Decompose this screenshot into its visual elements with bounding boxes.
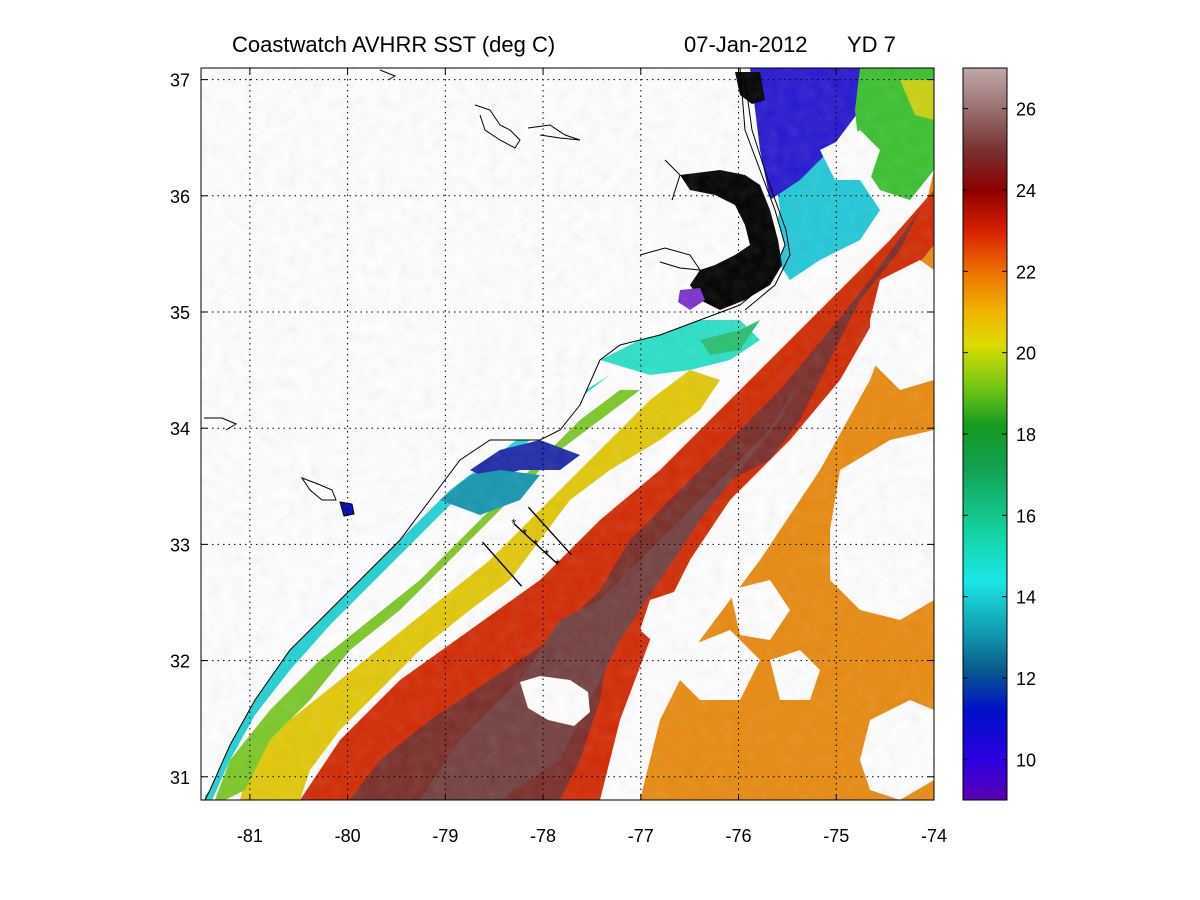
title-yearday: YD 7 [847, 32, 896, 57]
lon-tick-label: -76 [726, 826, 752, 846]
estuary-line-5 [204, 417, 238, 431]
estuary-line-3 [639, 247, 702, 271]
lat-tick-label: 36 [170, 187, 190, 207]
colorbar-axis: 10 12 14 16 18 20 22 24 26 [963, 100, 1036, 770]
colorbar-tick-label: 26 [1016, 100, 1036, 120]
colorbar-tick-label: 14 [1016, 588, 1036, 608]
lat-tick-label: 32 [170, 652, 190, 672]
transect-station-marker: * [522, 527, 527, 541]
lat-tick-label: 37 [170, 71, 190, 91]
estuary-line-6 [379, 69, 397, 81]
lat-tick-label: 35 [170, 303, 190, 323]
lon-tick-label: -78 [530, 826, 556, 846]
transect-line [513, 522, 559, 565]
map-panel: ***** -81 -80 -79 -78 -77 -76 -75 -74 313233343… [170, 67, 947, 846]
colorbar-tick-label: 20 [1016, 344, 1036, 364]
lon-tick-label: -81 [237, 826, 263, 846]
lon-tick-label: -77 [628, 826, 654, 846]
reservoir-1 [300, 476, 337, 501]
lat-tick-label: 33 [170, 535, 190, 555]
colorbar-tick-label: 24 [1016, 181, 1036, 201]
transect-station-marker: * [555, 557, 560, 571]
transect-station-marker: * [511, 516, 516, 530]
transect-line [527, 506, 572, 556]
map-gridlines [201, 68, 934, 800]
lat-tick-label: 34 [170, 419, 190, 439]
colorbar-tick-label: 18 [1016, 425, 1036, 445]
colorbar-tick-label: 22 [1016, 262, 1036, 282]
title-date: 07-Jan-2012 [684, 32, 808, 57]
lon-tick-label: -79 [432, 826, 458, 846]
lon-tick-label: -80 [335, 826, 361, 846]
coastline [204, 68, 786, 800]
colorbar-tick-label: 16 [1016, 506, 1036, 526]
sst-texture [201, 68, 934, 800]
colorbar: 10 12 14 16 18 20 22 24 26 [962, 67, 1036, 801]
lat-tick-label: 31 [170, 768, 190, 788]
estuary-line-1 [474, 104, 521, 149]
longitude-axis: -81 -80 -79 -78 -77 -76 -75 -74 [237, 68, 947, 846]
estuary-line-4 [664, 159, 681, 201]
transect-line [481, 541, 523, 587]
transect-station-marker: * [533, 537, 538, 551]
lon-tick-label: -75 [823, 826, 849, 846]
colorbar-tick-label: 12 [1016, 669, 1036, 689]
latitude-axis: 31 32 33 34 35 36 37 [170, 71, 934, 788]
colorbar-fill [963, 68, 1007, 800]
estuary-line-2 [527, 124, 581, 141]
transect-station-marker: * [544, 547, 549, 561]
title-product: Coastwatch AVHRR SST (deg C) [232, 32, 555, 57]
outer-banks-coast [744, 79, 791, 311]
map-frame [200, 67, 935, 801]
transect-lines: * * * * * [481, 506, 572, 587]
sst-field: * * * * * [201, 68, 934, 800]
lon-tick-label: -74 [921, 826, 947, 846]
colorbar-tick-label: 10 [1016, 750, 1036, 770]
